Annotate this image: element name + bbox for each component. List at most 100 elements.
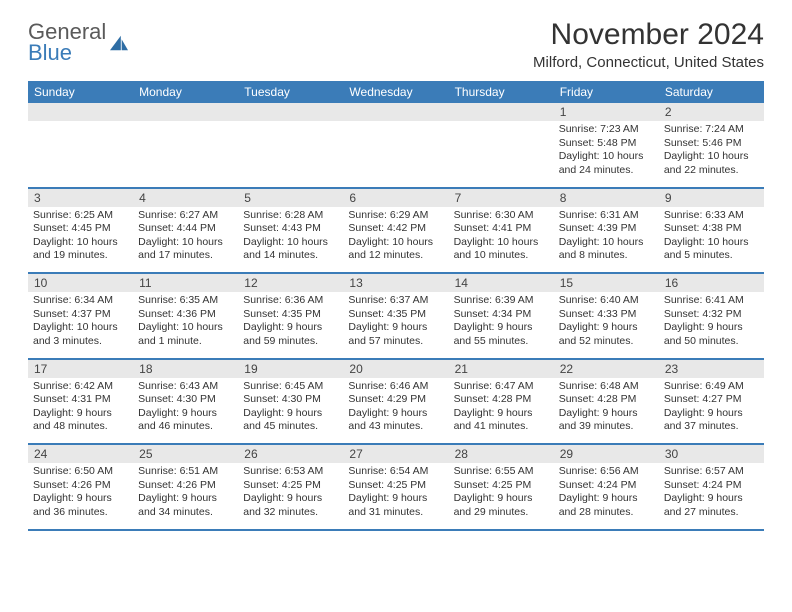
day-content-row: Sunrise: 7:23 AMSunset: 5:48 PMDaylight:… — [28, 121, 764, 187]
daylight-text: Daylight: 10 hours and 10 minutes. — [454, 236, 549, 263]
day-number: 18 — [133, 359, 238, 378]
day-number: 27 — [343, 445, 448, 464]
location: Milford, Connecticut, United States — [533, 54, 764, 71]
weekday-header: Sunday — [28, 81, 133, 103]
daylight-text: Daylight: 9 hours and 29 minutes. — [454, 492, 549, 519]
sunset-text: Sunset: 4:30 PM — [243, 393, 338, 407]
day-cell: Sunrise: 6:46 AMSunset: 4:29 PMDaylight:… — [343, 378, 448, 444]
day-number: 25 — [133, 445, 238, 464]
sunrise-text: Sunrise: 6:51 AM — [138, 465, 233, 479]
daylight-text: Daylight: 10 hours and 24 minutes. — [559, 150, 654, 177]
sunset-text: Sunset: 4:33 PM — [559, 308, 654, 322]
day-cell — [133, 121, 238, 187]
daylight-text: Daylight: 9 hours and 28 minutes. — [559, 492, 654, 519]
sunset-text: Sunset: 4:34 PM — [454, 308, 549, 322]
day-number — [343, 103, 448, 121]
day-cell: Sunrise: 6:28 AMSunset: 4:43 PMDaylight:… — [238, 207, 343, 273]
day-number: 10 — [28, 274, 133, 293]
sunrise-text: Sunrise: 7:23 AM — [559, 123, 654, 137]
day-cell: Sunrise: 6:27 AMSunset: 4:44 PMDaylight:… — [133, 207, 238, 273]
calendar-header-row: SundayMondayTuesdayWednesdayThursdayFrid… — [28, 81, 764, 103]
day-number: 16 — [659, 274, 764, 293]
sunset-text: Sunset: 4:31 PM — [33, 393, 128, 407]
day-cell: Sunrise: 7:23 AMSunset: 5:48 PMDaylight:… — [554, 121, 659, 187]
sunset-text: Sunset: 4:45 PM — [33, 222, 128, 236]
day-content-row: Sunrise: 6:42 AMSunset: 4:31 PMDaylight:… — [28, 378, 764, 444]
day-cell: Sunrise: 6:56 AMSunset: 4:24 PMDaylight:… — [554, 463, 659, 529]
day-cell: Sunrise: 6:54 AMSunset: 4:25 PMDaylight:… — [343, 463, 448, 529]
daylight-text: Daylight: 9 hours and 43 minutes. — [348, 407, 443, 434]
day-cell: Sunrise: 6:36 AMSunset: 4:35 PMDaylight:… — [238, 292, 343, 358]
sunset-text: Sunset: 4:24 PM — [664, 479, 759, 493]
day-cell: Sunrise: 6:47 AMSunset: 4:28 PMDaylight:… — [449, 378, 554, 444]
sunrise-text: Sunrise: 6:34 AM — [33, 294, 128, 308]
day-number: 21 — [449, 359, 554, 378]
day-cell: Sunrise: 6:39 AMSunset: 4:34 PMDaylight:… — [449, 292, 554, 358]
sunrise-text: Sunrise: 6:37 AM — [348, 294, 443, 308]
logo-word-blue: Blue — [28, 43, 106, 64]
day-cell: Sunrise: 7:24 AMSunset: 5:46 PMDaylight:… — [659, 121, 764, 187]
daylight-text: Daylight: 10 hours and 19 minutes. — [33, 236, 128, 263]
daylight-text: Daylight: 10 hours and 22 minutes. — [664, 150, 759, 177]
sunset-text: Sunset: 4:44 PM — [138, 222, 233, 236]
sunset-text: Sunset: 4:25 PM — [454, 479, 549, 493]
day-cell: Sunrise: 6:31 AMSunset: 4:39 PMDaylight:… — [554, 207, 659, 273]
day-content-row: Sunrise: 6:25 AMSunset: 4:45 PMDaylight:… — [28, 207, 764, 273]
sunrise-text: Sunrise: 6:33 AM — [664, 209, 759, 223]
sunrise-text: Sunrise: 6:46 AM — [348, 380, 443, 394]
daylight-text: Daylight: 10 hours and 8 minutes. — [559, 236, 654, 263]
daylight-text: Daylight: 10 hours and 17 minutes. — [138, 236, 233, 263]
daylight-text: Daylight: 9 hours and 48 minutes. — [33, 407, 128, 434]
sunset-text: Sunset: 4:43 PM — [243, 222, 338, 236]
day-cell: Sunrise: 6:50 AMSunset: 4:26 PMDaylight:… — [28, 463, 133, 529]
day-number-row: 12 — [28, 103, 764, 121]
day-cell: Sunrise: 6:51 AMSunset: 4:26 PMDaylight:… — [133, 463, 238, 529]
day-number: 15 — [554, 274, 659, 293]
weekday-header: Thursday — [449, 81, 554, 103]
day-cell — [238, 121, 343, 187]
day-cell: Sunrise: 6:33 AMSunset: 4:38 PMDaylight:… — [659, 207, 764, 273]
daylight-text: Daylight: 9 hours and 34 minutes. — [138, 492, 233, 519]
day-cell: Sunrise: 6:34 AMSunset: 4:37 PMDaylight:… — [28, 292, 133, 358]
daylight-text: Daylight: 9 hours and 46 minutes. — [138, 407, 233, 434]
sunrise-text: Sunrise: 6:49 AM — [664, 380, 759, 394]
day-number-row: 24252627282930 — [28, 445, 764, 464]
sunset-text: Sunset: 4:35 PM — [243, 308, 338, 322]
title-block: November 2024 Milford, Connecticut, Unit… — [533, 18, 764, 71]
sunrise-text: Sunrise: 6:29 AM — [348, 209, 443, 223]
sunset-text: Sunset: 4:28 PM — [559, 393, 654, 407]
sunrise-text: Sunrise: 6:57 AM — [664, 465, 759, 479]
sunset-text: Sunset: 4:26 PM — [33, 479, 128, 493]
daylight-text: Daylight: 9 hours and 27 minutes. — [664, 492, 759, 519]
day-content-row: Sunrise: 6:50 AMSunset: 4:26 PMDaylight:… — [28, 463, 764, 529]
day-content-row: Sunrise: 6:34 AMSunset: 4:37 PMDaylight:… — [28, 292, 764, 358]
day-number: 13 — [343, 274, 448, 293]
daylight-text: Daylight: 9 hours and 39 minutes. — [559, 407, 654, 434]
logo-text: General Blue — [28, 22, 106, 64]
day-cell: Sunrise: 6:57 AMSunset: 4:24 PMDaylight:… — [659, 463, 764, 529]
day-cell — [28, 121, 133, 187]
sunset-text: Sunset: 4:36 PM — [138, 308, 233, 322]
logo: General Blue — [28, 18, 130, 64]
calendar-table: SundayMondayTuesdayWednesdayThursdayFrid… — [28, 81, 764, 531]
sunset-text: Sunset: 4:32 PM — [664, 308, 759, 322]
sunrise-text: Sunrise: 6:55 AM — [454, 465, 549, 479]
sunset-text: Sunset: 5:46 PM — [664, 137, 759, 151]
daylight-text: Daylight: 10 hours and 3 minutes. — [33, 321, 128, 348]
sunset-text: Sunset: 4:42 PM — [348, 222, 443, 236]
weekday-header: Monday — [133, 81, 238, 103]
sunset-text: Sunset: 4:26 PM — [138, 479, 233, 493]
daylight-text: Daylight: 9 hours and 32 minutes. — [243, 492, 338, 519]
day-number: 29 — [554, 445, 659, 464]
sunrise-text: Sunrise: 6:45 AM — [243, 380, 338, 394]
day-cell: Sunrise: 6:25 AMSunset: 4:45 PMDaylight:… — [28, 207, 133, 273]
day-number: 17 — [28, 359, 133, 378]
day-number: 24 — [28, 445, 133, 464]
day-number — [133, 103, 238, 121]
sunrise-text: Sunrise: 6:30 AM — [454, 209, 549, 223]
day-cell — [449, 121, 554, 187]
sunset-text: Sunset: 4:27 PM — [664, 393, 759, 407]
day-number: 14 — [449, 274, 554, 293]
sunset-text: Sunset: 4:35 PM — [348, 308, 443, 322]
weekday-header: Wednesday — [343, 81, 448, 103]
